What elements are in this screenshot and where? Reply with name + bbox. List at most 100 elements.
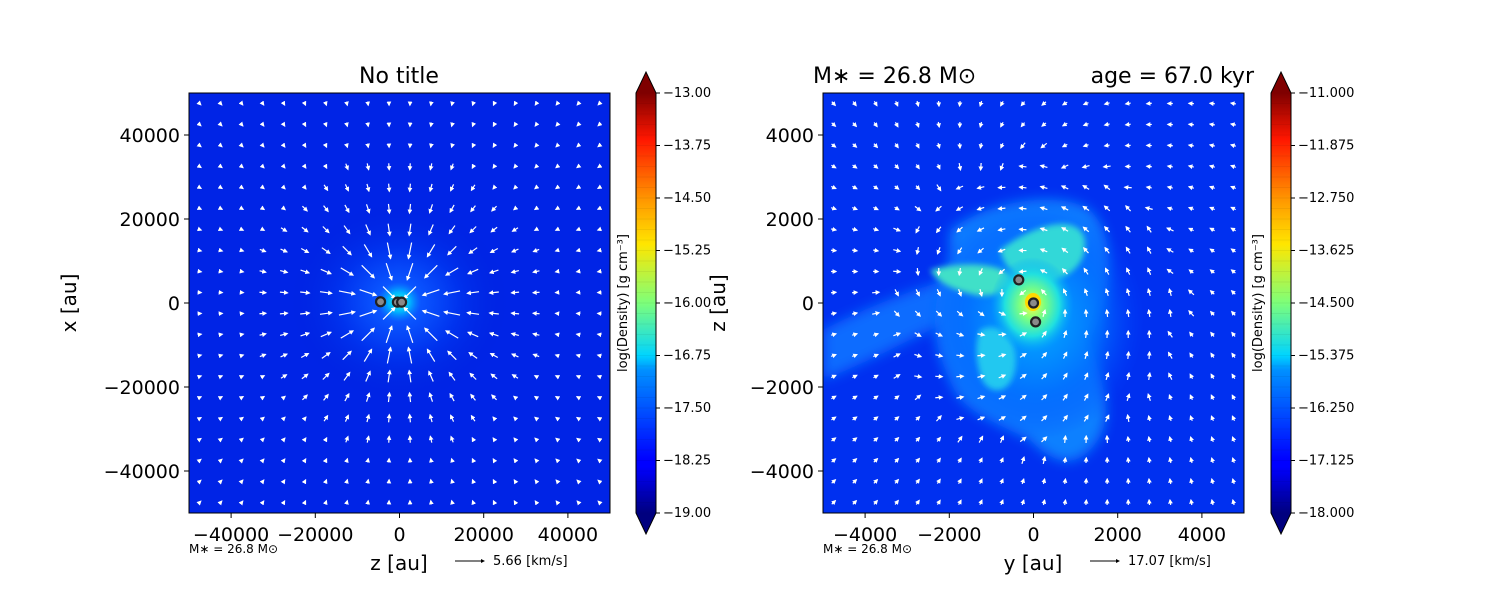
left-velocity-arrow bbox=[469, 226, 477, 234]
left-velocity-arrow bbox=[196, 396, 203, 401]
left-velocity-arrow bbox=[302, 394, 308, 401]
left-velocity-arrow bbox=[470, 393, 476, 401]
left-velocity-arrow bbox=[492, 121, 498, 128]
left-velocity-arrow bbox=[196, 163, 202, 169]
left-velocity-arrow bbox=[217, 184, 224, 190]
right-velocity-arrow bbox=[1187, 206, 1194, 212]
left-y-tick-label: 0 bbox=[168, 293, 180, 315]
left-velocity-arrow bbox=[575, 226, 582, 232]
left-velocity-arrow bbox=[428, 224, 434, 236]
right-velocity-arrow bbox=[894, 122, 899, 128]
left-y-tick-label: 40000 bbox=[120, 125, 180, 147]
right-velocity-arrow bbox=[1039, 206, 1048, 211]
right-velocity-arrow bbox=[914, 332, 922, 337]
right-velocity-arrow bbox=[872, 290, 881, 295]
right-velocity-arrow bbox=[1189, 394, 1195, 401]
left-velocity-arrow bbox=[386, 391, 392, 403]
left-sink-particle bbox=[374, 296, 387, 308]
right-velocity-arrow bbox=[852, 437, 858, 443]
left-velocity-arrow bbox=[466, 290, 480, 296]
right-colorbar-bottom-extend bbox=[1271, 513, 1291, 534]
left-colorbar-label: log(Density) [g cm⁻³] bbox=[616, 234, 631, 372]
right-velocity-arrow bbox=[999, 478, 1004, 485]
right-velocity-arrow bbox=[1189, 477, 1194, 485]
right-y-tick-label: 0 bbox=[802, 293, 814, 315]
left-velocity-arrow bbox=[513, 184, 519, 190]
left-velocity-arrow bbox=[575, 396, 582, 401]
left-velocity-arrow bbox=[471, 478, 477, 485]
right-velocity-arrow bbox=[1060, 164, 1069, 169]
right-velocity-arrow bbox=[914, 374, 923, 379]
right-colorbar-tick-label: −11.000 bbox=[1298, 86, 1354, 101]
right-velocity-arrow bbox=[977, 247, 984, 254]
right-velocity-arrow bbox=[1125, 205, 1132, 212]
right-velocity-arrow bbox=[1210, 394, 1216, 401]
left-velocity-arrow bbox=[575, 268, 581, 274]
left-velocity-arrow bbox=[554, 353, 560, 359]
right-velocity-arrow bbox=[873, 184, 879, 190]
left-velocity-arrow bbox=[300, 352, 310, 359]
left-velocity-arrow bbox=[217, 416, 224, 422]
left-velocity-arrow bbox=[492, 457, 498, 464]
right-velocity-arrow bbox=[914, 310, 922, 317]
right-velocity-arrow bbox=[1041, 100, 1047, 106]
left-velocity-arrow bbox=[443, 310, 461, 316]
left-y-tick-label: −40000 bbox=[104, 461, 180, 483]
left-velocity-arrow bbox=[321, 351, 331, 359]
left-velocity-arrow bbox=[259, 395, 266, 401]
right-velocity-arrow bbox=[935, 353, 944, 358]
right-velocity-arrow bbox=[935, 226, 942, 234]
right-velocity-arrow bbox=[1168, 477, 1173, 485]
left-colorbar-body bbox=[636, 93, 656, 513]
left-velocity-arrow bbox=[407, 413, 413, 423]
right-velocity-arrow bbox=[1168, 414, 1173, 422]
right-velocity-arrow bbox=[1166, 206, 1173, 212]
right-velocity-arrow bbox=[1062, 434, 1068, 444]
right-velocity-arrow bbox=[1147, 477, 1152, 485]
left-velocity-arrow bbox=[533, 226, 540, 231]
right-velocity-arrow bbox=[915, 267, 921, 277]
left-velocity-arrow bbox=[471, 436, 477, 443]
right-velocity-arrow bbox=[1103, 121, 1110, 127]
left-velocity-arrow bbox=[471, 100, 477, 107]
right-velocity-arrow bbox=[1061, 268, 1068, 275]
left-velocity-arrow bbox=[555, 100, 561, 106]
left-velocity-arrow bbox=[450, 478, 455, 484]
left-velocity-arrow bbox=[596, 417, 603, 422]
right-velocity-arrow bbox=[1040, 142, 1048, 149]
right-velocity-arrow bbox=[978, 499, 983, 506]
right-velocity-arrow bbox=[936, 478, 941, 484]
left-velocity-arrow bbox=[340, 330, 354, 339]
left-velocity-arrow bbox=[323, 184, 329, 192]
right-velocity-arrow bbox=[915, 142, 920, 149]
right-velocity-arrow bbox=[936, 121, 941, 129]
left-velocity-arrow bbox=[365, 204, 371, 214]
right-velocity-arrow bbox=[852, 163, 858, 169]
right-velocity-arrow bbox=[1104, 372, 1110, 381]
left-velocity-arrow bbox=[443, 290, 461, 296]
right-velocity-arrow bbox=[1230, 227, 1236, 233]
left-velocity-arrow bbox=[280, 121, 286, 127]
left-velocity-arrow bbox=[217, 142, 223, 148]
left-velocity-arrow bbox=[259, 163, 265, 169]
left-velocity-arrow bbox=[534, 479, 540, 485]
right-velocity-arrow bbox=[915, 164, 920, 170]
left-velocity-arrow bbox=[576, 163, 582, 169]
left-velocity-arrow bbox=[238, 479, 244, 485]
left-velocity-arrow bbox=[300, 331, 311, 337]
right-velocity-arrow bbox=[1168, 394, 1173, 401]
right-velocity-arrow bbox=[1062, 414, 1068, 422]
left-velocity-arrow bbox=[597, 479, 603, 485]
left-velocity-arrow bbox=[596, 205, 603, 210]
right-colorbar-bands bbox=[1271, 103, 1291, 503]
left-velocity-arrow bbox=[488, 290, 499, 295]
right-velocity-arrow bbox=[999, 163, 1005, 171]
right-velocity-arrow bbox=[1189, 456, 1194, 464]
right-velocity-arrow bbox=[1018, 206, 1027, 211]
right-y-tick-label: 2000 bbox=[766, 209, 814, 231]
right-velocity-arrow bbox=[1018, 185, 1027, 190]
left-velocity-arrow bbox=[513, 437, 519, 443]
right-velocity-arrow bbox=[956, 226, 963, 233]
right-velocity-arrow bbox=[1189, 435, 1194, 443]
left-velocity-arrow bbox=[320, 268, 332, 275]
